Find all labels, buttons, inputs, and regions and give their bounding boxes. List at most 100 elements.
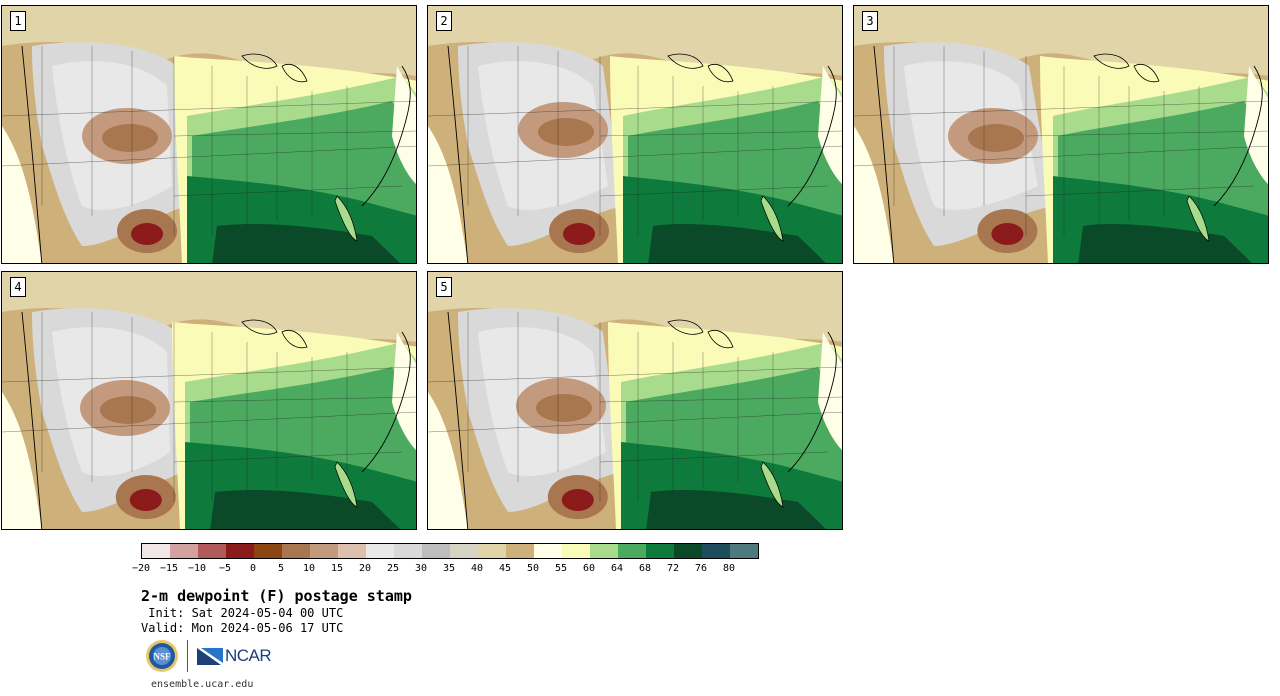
colorbar-tick-label: 60 <box>582 563 596 574</box>
state-border <box>173 396 416 403</box>
map-image <box>2 272 416 529</box>
panel-label: 5 <box>436 277 452 297</box>
state-border <box>2 100 416 117</box>
colorbar-tick-label: −20 <box>131 563 151 574</box>
colorbar-swatch <box>674 544 702 558</box>
state-border <box>2 411 416 433</box>
state-border <box>173 130 416 137</box>
footer-url: ensemble.ucar.edu <box>151 679 254 690</box>
colorbar-swatch <box>534 544 562 558</box>
map-panel-3: 3 <box>853 5 1269 264</box>
colorbar-tick-label: 45 <box>498 563 512 574</box>
colorbar-swatch <box>142 544 170 558</box>
colorbar-tick-label: −15 <box>159 563 179 574</box>
great-lakes-outline <box>241 319 278 335</box>
great-lakes-outline <box>1093 53 1130 69</box>
colorbar-swatch <box>702 544 730 558</box>
colorbar-tick-label: 68 <box>638 563 652 574</box>
colorbar-swatch <box>422 544 450 558</box>
dry-pocket-south-core <box>561 489 594 511</box>
state-border <box>173 185 403 197</box>
colorbar-tick-label: −5 <box>218 563 232 574</box>
coastline <box>447 45 837 263</box>
colorbar-tick-label: 50 <box>526 563 540 574</box>
state-border <box>428 100 842 117</box>
map-image <box>854 6 1268 263</box>
colorbar-swatch <box>282 544 310 558</box>
state-border <box>854 145 1268 167</box>
colorbar-swatch <box>506 544 534 558</box>
florida <box>334 461 358 508</box>
state-border <box>854 100 1268 117</box>
pacific-region <box>428 392 468 529</box>
colorbar-tick-label: 72 <box>666 563 680 574</box>
dry-pocket-south-core <box>129 489 162 511</box>
great-lakes-outline <box>707 64 734 83</box>
state-border <box>1025 130 1268 137</box>
map-panel-1: 1 <box>1 5 417 264</box>
state-border <box>599 396 842 403</box>
great-lakes-outline <box>281 330 308 349</box>
panel-label: 2 <box>436 11 452 31</box>
colorbar-tick-label: 30 <box>414 563 428 574</box>
logo-divider <box>187 640 188 672</box>
florida <box>334 195 358 242</box>
dry-pocket-north-core <box>536 394 592 422</box>
state-border <box>2 145 416 167</box>
colorbar-swatch <box>590 544 618 558</box>
colorbar-tick-label: 5 <box>277 563 285 574</box>
state-border <box>428 145 842 167</box>
coastline <box>21 311 411 529</box>
colorbar-swatch <box>646 544 674 558</box>
dry-pocket-north-core <box>102 124 158 152</box>
init-time: Init: Sat 2024-05-04 00 UTC <box>141 606 344 620</box>
chart-title: 2-m dewpoint (F) postage stamp <box>141 587 412 605</box>
nsf-logo: NSF <box>146 640 178 672</box>
colorbar-tick-label: 35 <box>442 563 456 574</box>
colorbar-tick-label: 15 <box>330 563 344 574</box>
great-lakes-outline <box>281 64 308 83</box>
florida <box>760 195 784 242</box>
map-panel-4: 4 <box>1 271 417 530</box>
colorbar-swatch <box>618 544 646 558</box>
ncar-logo-text: NCAR <box>225 646 272 665</box>
colorbar-tick-label: 55 <box>554 563 568 574</box>
state-border <box>2 366 416 383</box>
colorbar-tick-label: −10 <box>187 563 207 574</box>
gulf-core <box>1078 224 1252 263</box>
dry-pocket-north-core <box>968 124 1024 152</box>
great-lakes-outline <box>667 319 704 335</box>
state-border <box>428 411 842 433</box>
coastline <box>447 311 837 529</box>
pacific-region <box>2 392 42 529</box>
colorbar-tick-label: 80 <box>722 563 736 574</box>
valid-time: Valid: Mon 2024-05-06 17 UTC <box>141 621 344 635</box>
colorbar-swatch <box>338 544 366 558</box>
colorbar-tick-label: 64 <box>610 563 624 574</box>
dry-pocket-south-core <box>131 223 163 245</box>
north-region <box>428 272 842 342</box>
colorbar-swatch <box>730 544 758 558</box>
colorbar-tick-label: 10 <box>302 563 316 574</box>
map-image <box>428 272 842 529</box>
great-lakes-outline <box>241 53 278 69</box>
pacific-region <box>2 126 42 263</box>
state-border <box>599 185 829 197</box>
colorbar-swatch <box>254 544 282 558</box>
dry-pocket-north-core <box>100 396 156 424</box>
map-panel-2: 2 <box>427 5 843 264</box>
state-border <box>599 130 842 137</box>
dry-pocket-north-core <box>538 118 594 146</box>
state-border <box>1025 185 1255 197</box>
colorbar-swatch <box>394 544 422 558</box>
colorbar-swatch <box>198 544 226 558</box>
pacific-region <box>854 126 894 263</box>
dry-pocket-south-core <box>991 223 1024 245</box>
coastline <box>873 45 1263 263</box>
map-panel-5: 5 <box>427 271 843 530</box>
map-image <box>2 6 416 263</box>
north-region <box>2 272 416 342</box>
panel-label: 3 <box>862 11 878 31</box>
colorbar-tick-labels: −20 −15 −10 −5 0 5 10 15 20 25 30 35 40 45 50 55 60 64 68 7… <box>132 563 757 577</box>
state-border <box>173 451 403 463</box>
